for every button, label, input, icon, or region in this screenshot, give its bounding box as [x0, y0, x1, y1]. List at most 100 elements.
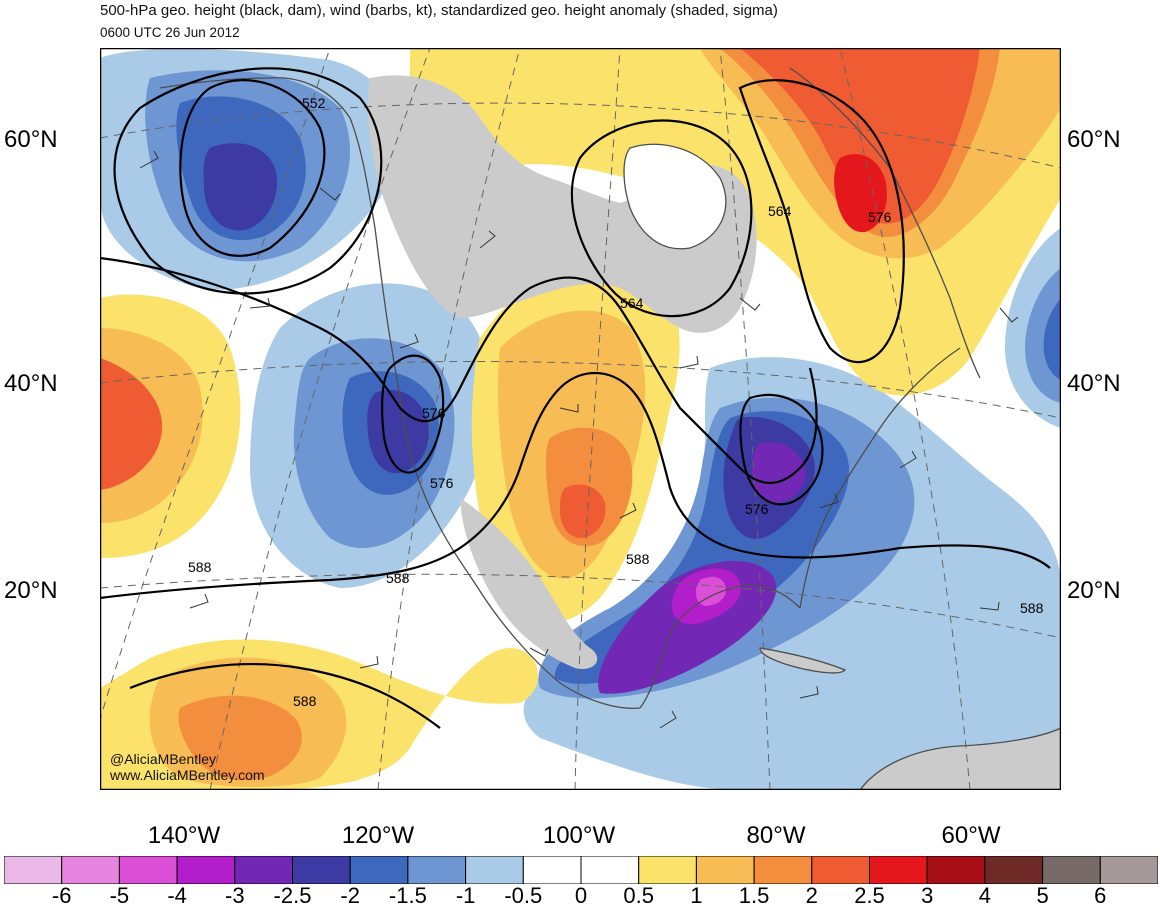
colorbar-swatch: [638, 856, 697, 884]
anomaly-positive-pacific-west: [100, 358, 163, 490]
lat-label-left: 60°N: [4, 126, 58, 153]
anomaly-positive-plains: [560, 484, 606, 538]
wind-barb: [319, 187, 341, 201]
colorbar-tick-label: 5: [1036, 883, 1049, 908]
lon-label: 60°W: [941, 822, 1001, 849]
lon-label: 100°W: [542, 822, 616, 849]
lat-label-left: 40°N: [4, 370, 58, 397]
coastline-gulf: [639, 584, 801, 709]
colorbar-swatch: [1042, 856, 1101, 884]
colorbar-tick-label: -1: [455, 883, 476, 908]
parallel-20n: [100, 573, 1061, 639]
contour-576-ridge: [100, 256, 818, 484]
wind-barb: [559, 404, 579, 413]
colorbar-swatch: [984, 856, 1044, 884]
colorbar-swatch: [753, 856, 813, 884]
contour-552: [179, 79, 326, 257]
wind-barb: [249, 297, 271, 309]
anomaly-negative-gulf-of-mexico: [695, 576, 726, 606]
colorbar-swatch: [811, 856, 870, 884]
colorbar-tick-label: 0.5: [623, 883, 654, 908]
anomaly-negative-eastern-us: [752, 441, 806, 504]
wind-barb: [189, 593, 209, 609]
contour-label: 588: [293, 693, 317, 709]
credit-handle: @AliciaMBentley: [110, 751, 217, 767]
coastline-south-america: [859, 727, 1061, 790]
colorbar-tick-label: 1: [690, 883, 703, 908]
colorbar-tick-label: 4: [978, 883, 992, 908]
meridian-140w: [100, 48, 331, 722]
wind-barb: [739, 297, 761, 311]
colorbar-swatch: [234, 856, 294, 884]
contour-label: 552: [302, 95, 326, 111]
map-border: [100, 48, 1061, 790]
coastline-hudson: [623, 143, 727, 250]
colorbar-tick-label: 2.5: [854, 883, 885, 908]
weather-map: 552 564 564 576 576 576 576 588 588 588 …: [100, 48, 1061, 790]
contour-576-trough: [381, 354, 445, 474]
contour-label: 576: [422, 405, 446, 421]
lat-label-left: 20°N: [4, 577, 58, 604]
coastline-west-coast: [389, 337, 479, 589]
wind-barb: [619, 502, 637, 519]
colorbar-swatch: [61, 856, 120, 884]
coastlines: [159, 67, 1061, 790]
wind-barb: [399, 333, 419, 349]
contour-label: 564: [620, 295, 644, 311]
contour-label: 588: [386, 570, 410, 586]
wind-barb: [799, 685, 819, 699]
contour-564-alaska: [113, 67, 383, 295]
colorbar-tick-label: -2: [340, 883, 360, 908]
contour-label: 588: [188, 559, 212, 575]
wind-barb: [479, 230, 496, 249]
colorbar-tick-label: 3: [921, 883, 934, 908]
colorbar-swatch: [869, 856, 928, 884]
meridian-120w: [209, 48, 431, 790]
anomaly-positive-greenland: [834, 154, 887, 233]
anomaly-positive-pacific-south: [178, 695, 302, 781]
colorbar-swatch: [407, 856, 467, 884]
colorbar-tick-label: 0: [574, 883, 588, 908]
colorbar-tick-label: -5: [109, 883, 130, 908]
anomaly-negative-gulf-of-alaska: [203, 143, 277, 231]
colorbar-swatch: [926, 856, 986, 884]
contour-label: 564: [768, 203, 792, 219]
parallel-40n: [100, 360, 1061, 419]
land-masses: [368, 75, 1061, 790]
colorbar-swatch: [580, 856, 640, 884]
colorbar-tick-label: -4: [167, 883, 187, 908]
lon-label: 120°W: [341, 822, 415, 849]
contour-labels: 552 564 564 576 576 576 576 588 588 588 …: [188, 95, 1044, 709]
colorbar-swatch: [695, 856, 755, 884]
wind-barb: [139, 150, 159, 169]
contour-576-greenland: [738, 79, 905, 364]
land-south-america: [860, 728, 1061, 790]
colorbar-tick-label: -6: [51, 883, 72, 908]
coastline-east-coast: [799, 347, 961, 609]
colorbar-swatch: [1099, 856, 1158, 884]
anomaly-shading: [100, 48, 1061, 790]
graticule: [100, 48, 1061, 790]
colorbar-swatch: [118, 856, 178, 884]
land-cuba: [760, 648, 845, 673]
height-contours: [100, 67, 1051, 729]
contour-588-south: [100, 371, 1051, 600]
contour-label: 576: [430, 475, 454, 491]
coastline-cuba: [759, 647, 847, 674]
coastline-mexico: [477, 587, 641, 709]
wind-barbs: [139, 150, 1019, 729]
contour-588-low: [129, 662, 441, 729]
lat-label-right: 20°N: [1067, 577, 1121, 604]
wind-barb: [529, 647, 549, 657]
contour-label: 588: [626, 551, 650, 567]
credit-website: www.AliciaMBentley.com: [110, 767, 265, 783]
wind-barb: [359, 655, 379, 669]
lat-label-right: 60°N: [1067, 126, 1121, 153]
colorbar-swatch: [465, 856, 524, 884]
coastline-alaska: [159, 77, 391, 339]
contour-label: 576: [868, 209, 892, 225]
colorbar-swatch: [4, 856, 63, 884]
colorbar-swatch: [176, 856, 236, 884]
contour-label: 588: [1020, 600, 1044, 616]
anomaly-negative-atlantic: [1043, 298, 1061, 380]
